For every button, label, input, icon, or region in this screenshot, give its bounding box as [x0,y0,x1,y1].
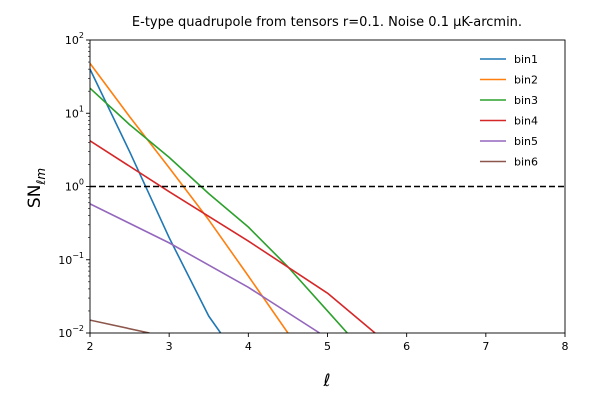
legend: bin1 bin2 bin3 bin4 bin5 bin6 [480,53,538,169]
legend-label-bin1: bin1 [514,53,538,66]
series-line-bin4 [90,140,376,333]
x-tick-label: 5 [324,340,331,353]
x-tick-label: 8 [562,340,569,353]
x-axis-label: ℓ [322,371,330,391]
legend-label-bin3: bin3 [514,94,538,107]
y-tick-label: 100 [65,178,84,194]
x-tick-label: 3 [166,340,173,353]
x-tick-label: 4 [245,340,252,353]
legend-label-bin5: bin5 [514,135,538,148]
legend-label-bin2: bin2 [514,74,538,87]
x-tick-label: 7 [482,340,489,353]
x-tick-label: 2 [87,340,94,353]
y-axis-label: SNℓm [25,168,48,208]
series-line-bin5 [90,203,321,333]
series-line-bin3 [90,87,348,333]
series-line-bin1 [90,68,222,333]
series-line-bin6 [90,319,150,333]
y-axis-label-main: SN [25,185,45,209]
legend-label-bin4: bin4 [514,115,538,128]
y-tick-label: 10−1 [58,251,84,267]
series-group [90,62,565,333]
y-tick-label: 10−2 [58,324,84,340]
axes: 2 3 4 5 6 7 8 102 101 100 10−1 10−2 [58,31,568,353]
y-tick-label: 102 [65,31,84,47]
y-tick-label: 101 [65,104,84,120]
legend-label-bin6: bin6 [514,156,538,169]
series-line-bin2 [90,62,289,333]
x-tick-label: 6 [403,340,410,353]
y-axis-label-subscript: ℓm [34,168,48,186]
chart-title: E-type quadrupole from tensors r=0.1. No… [132,15,522,30]
